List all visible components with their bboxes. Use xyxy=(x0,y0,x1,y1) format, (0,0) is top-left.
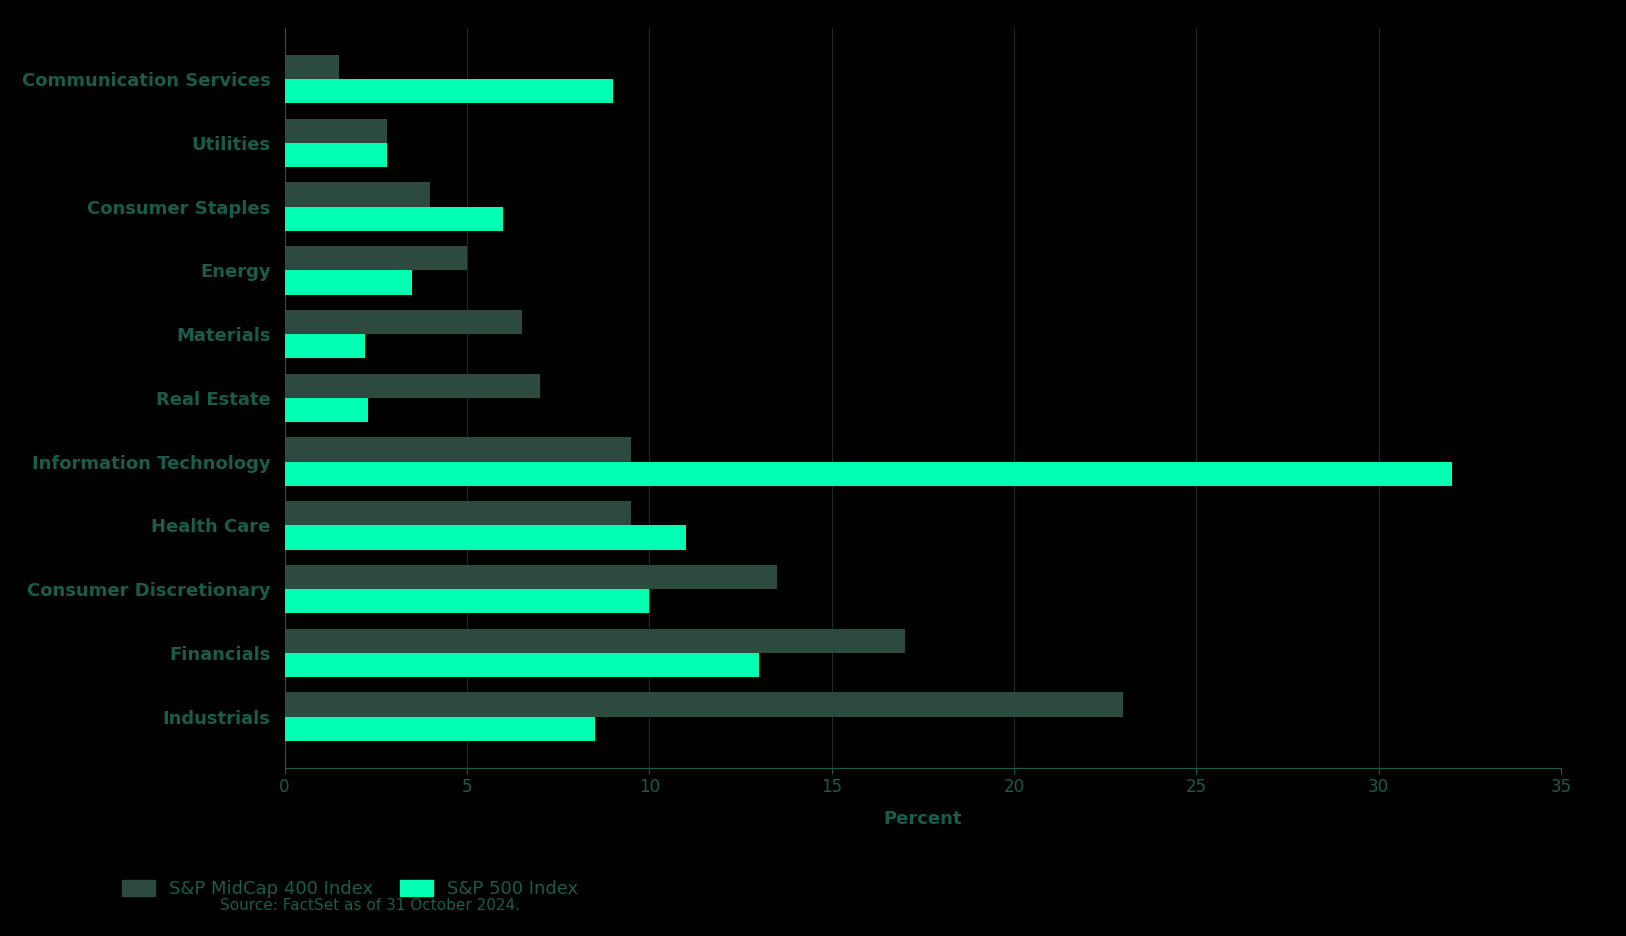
Legend: S&P MidCap 400 Index, S&P 500 Index: S&P MidCap 400 Index, S&P 500 Index xyxy=(115,872,585,905)
Bar xyxy=(285,310,522,334)
Bar xyxy=(285,525,686,549)
Bar xyxy=(285,717,595,740)
Bar xyxy=(285,79,613,103)
Bar xyxy=(285,693,1124,717)
Bar xyxy=(285,119,387,143)
Bar xyxy=(285,652,759,677)
Bar xyxy=(285,55,340,79)
Bar xyxy=(285,143,387,167)
Bar xyxy=(285,334,364,358)
Bar xyxy=(285,501,631,525)
Bar xyxy=(285,437,631,461)
Bar xyxy=(285,207,504,231)
Bar xyxy=(285,629,904,652)
Bar xyxy=(285,398,369,422)
Bar xyxy=(285,183,431,207)
Bar xyxy=(285,246,467,271)
Bar xyxy=(285,461,1452,486)
X-axis label: Percent: Percent xyxy=(883,810,963,827)
Text: Source: FactSet as of 31 October 2024.: Source: FactSet as of 31 October 2024. xyxy=(220,898,520,913)
Bar xyxy=(285,589,649,613)
Bar xyxy=(285,271,413,295)
Bar xyxy=(285,564,777,589)
Bar xyxy=(285,373,540,398)
